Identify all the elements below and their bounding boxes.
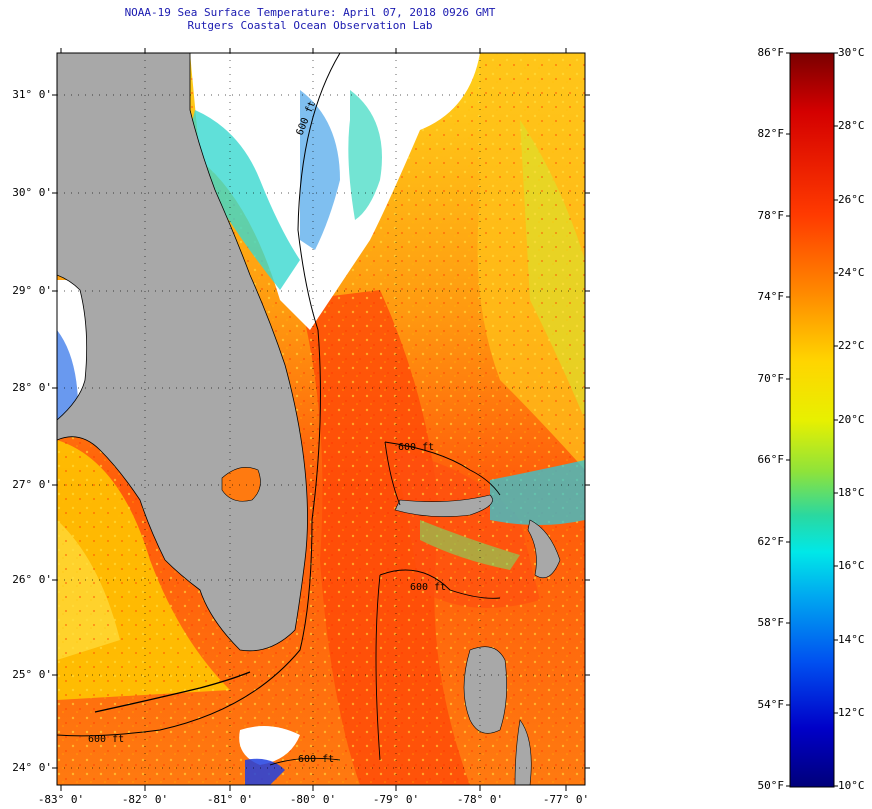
latitude-label: 25° 0' (12, 668, 52, 681)
colorbar-f-label: 66°F (757, 453, 785, 466)
colorbar-c-label: 14°C (838, 633, 865, 646)
map-title: NOAA-19 Sea Surface Temperature: April 0… (124, 6, 496, 19)
colorbar-c-label: 12°C (838, 706, 865, 719)
colorbar-f-label: 86°F (757, 46, 785, 59)
colorbar-f-label: 82°F (757, 127, 785, 140)
latitude-label: 24° 0' (12, 761, 52, 774)
longitude-label: -83° 0' (37, 793, 85, 806)
contour-label: 600 ft (410, 582, 446, 593)
colorbar-f-label: 70°F (757, 372, 785, 385)
colorbar-c-label: 30°C (838, 46, 865, 59)
colorbar (789, 52, 835, 788)
longitude-label: -79° 0' (372, 793, 420, 806)
map-frame (56, 52, 586, 786)
colorbar-c-label: 24°C (838, 266, 865, 279)
axis-ticks (52, 48, 590, 791)
longitude-label: -78° 0' (456, 793, 504, 806)
latitude-label: 26° 0' (12, 573, 52, 586)
colorbar-c-label: 18°C (838, 486, 865, 499)
map-subtitle: Rutgers Coastal Ocean Observation Lab (187, 19, 433, 32)
colorbar-c-label: 10°C (838, 779, 865, 792)
colorbar-c-label: 26°C (838, 193, 865, 206)
colorbar-f-label: 50°F (757, 779, 785, 792)
latitude-label: 30° 0' (12, 186, 52, 199)
colorbar-f-label: 62°F (757, 535, 785, 548)
longitude-label: -82° 0' (121, 793, 169, 806)
colorbar-f-label: 58°F (757, 616, 785, 629)
latitude-label: 31° 0' (12, 88, 52, 101)
longitude-label: -81° 0' (206, 793, 254, 806)
sst-image (57, 53, 585, 785)
colorbar-c-label: 28°C (838, 119, 865, 132)
contour-label: 600 ft (398, 442, 434, 453)
colorbar-c-label: 22°C (838, 339, 865, 352)
contour-label: 600 ft (88, 734, 124, 745)
colorbar-ticks (786, 52, 838, 787)
colorbar-f-label: 74°F (757, 290, 785, 303)
latitude-label: 27° 0' (12, 478, 52, 491)
contour-label: 600 ft (298, 754, 334, 765)
latitude-label: 28° 0' (12, 381, 52, 394)
latitude-label: 29° 0' (12, 284, 52, 297)
longitude-label: -80° 0' (289, 793, 337, 806)
colorbar-f-label: 54°F (757, 698, 785, 711)
colorbar-c-label: 20°C (838, 413, 865, 426)
colorbar-f-label: 78°F (757, 209, 785, 222)
longitude-label: -77° 0' (542, 793, 590, 806)
colorbar-c-label: 16°C (838, 559, 865, 572)
